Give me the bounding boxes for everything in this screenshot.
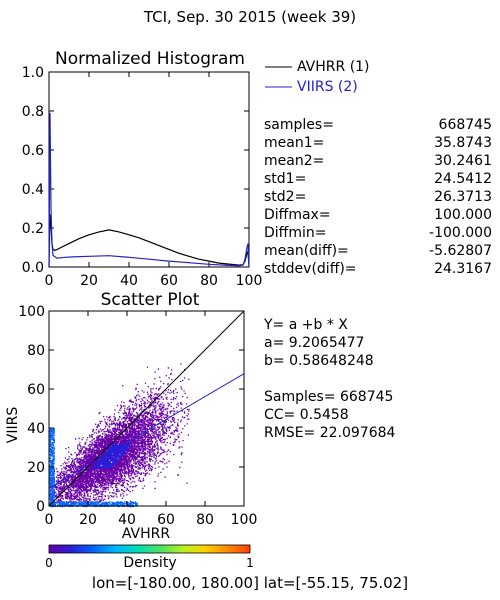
scatter-lines <box>48 310 245 507</box>
colorbar-max-label: 1 <box>246 556 254 570</box>
hist-y-tick-label: 0.0 <box>22 260 44 276</box>
scatter-y-tick-label: 0 <box>36 499 45 515</box>
stat-label: stddev(diff)= <box>264 261 357 277</box>
regression-b: b= 0.58648248 <box>264 353 374 369</box>
hist-x-tick-label: 0 <box>45 273 54 289</box>
avhrr-histogram-line <box>48 214 250 268</box>
stat-value: 24.3167 <box>434 261 492 277</box>
summary-cc: CC= 0.5458 <box>264 407 349 423</box>
regression-equation: Y= a +b * X <box>263 317 348 333</box>
hist-x-tick-label: 40 <box>120 273 138 289</box>
scatter-x-tick-label: 0 <box>45 512 54 528</box>
stat-label: std1= <box>264 171 306 187</box>
hist-x-tick-label: 60 <box>160 273 178 289</box>
legend-label-viirs: VIIRS (2) <box>297 79 358 95</box>
scatter-y-tick-label: 40 <box>27 421 45 437</box>
hist-x-tick-label: 80 <box>200 273 218 289</box>
scatter-frame <box>48 310 245 507</box>
hist-y-tick-label: 0.2 <box>22 221 44 237</box>
stat-label: mean1= <box>264 135 324 151</box>
scatter-x-tick-label: 20 <box>79 512 97 528</box>
stat-value: 35.8743 <box>434 135 492 151</box>
stat-value: 24.5412 <box>434 171 492 187</box>
regression-line <box>48 373 245 489</box>
stat-value: -100.000 <box>429 225 492 241</box>
scatter-x-tick-label: 80 <box>196 512 214 528</box>
histogram-title: Normalized Histogram <box>55 49 245 69</box>
one-to-one-line <box>48 310 245 507</box>
histogram-frame <box>48 71 250 268</box>
stat-label: Diffmin= <box>264 225 326 241</box>
scatter-points-mid-density <box>91 442 133 470</box>
scatter-y-axis-label: VIIRS <box>5 407 21 444</box>
stat-label: mean(diff)= <box>264 243 349 259</box>
colorbar-min-label: 0 <box>45 556 53 570</box>
page-title: TCI, Sep. 30 2015 (week 39) <box>143 8 356 26</box>
legend-label-avhrr: AVHRR (1) <box>297 59 370 75</box>
regression-a: a= 9.2065477 <box>264 335 364 351</box>
scatter-y-tick-label: 20 <box>27 460 45 476</box>
colorbar-gradient <box>48 544 251 554</box>
hist-y-tick-label: 1.0 <box>22 65 44 81</box>
histogram-series <box>48 112 250 268</box>
hist-x-tick-label: 100 <box>236 273 263 289</box>
scatter-x-axis-label: AVHRR <box>122 526 171 542</box>
density-colorbar <box>48 544 251 554</box>
scatter-y-tick-label: 80 <box>27 343 45 359</box>
footer-coordinates: lon=[-180.00, 180.00] lat=[-55.15, 75.02… <box>92 574 408 592</box>
scatter-title: Scatter Plot <box>101 290 200 310</box>
scatter-ticks: 0 20 40 60 80 100 0 20 40 60 80 100 <box>18 304 257 528</box>
stat-value: 100.000 <box>434 207 492 223</box>
stat-value: 26.3713 <box>434 189 492 205</box>
stat-label: Diffmax= <box>264 207 331 223</box>
summary-samples: Samples= 668745 <box>264 389 393 405</box>
scatter-x-tick-label: 60 <box>157 512 175 528</box>
scatter-x-tick-label: 100 <box>231 512 258 528</box>
colorbar-label: Density <box>123 555 176 571</box>
scatter-y-tick-label: 100 <box>18 304 45 320</box>
hist-y-tick-label: 0.4 <box>22 182 44 198</box>
stat-label: samples= <box>264 117 334 133</box>
histogram-ticks: 0 20 40 60 80 100 0.0 0.2 0.4 0.6 0.8 1.0 <box>22 65 263 289</box>
hist-y-tick-label: 0.6 <box>22 143 44 159</box>
scatter-x-tick-label: 40 <box>118 512 136 528</box>
stat-value: 668745 <box>439 117 492 133</box>
summary-rmse: RMSE= 22.097684 <box>264 425 396 441</box>
stat-value: 30.2461 <box>434 153 492 169</box>
scatter-y-tick-label: 60 <box>27 382 45 398</box>
stats-block: samples= 668745 mean1= 35.8743 mean2= 30… <box>264 117 492 277</box>
viirs-histogram-line <box>48 112 250 268</box>
hist-y-tick-label: 0.8 <box>22 104 44 120</box>
stat-label: mean2= <box>264 153 324 169</box>
stat-value: -5.62807 <box>429 243 492 259</box>
hist-x-tick-label: 20 <box>80 273 98 289</box>
stat-label: std2= <box>264 189 306 205</box>
